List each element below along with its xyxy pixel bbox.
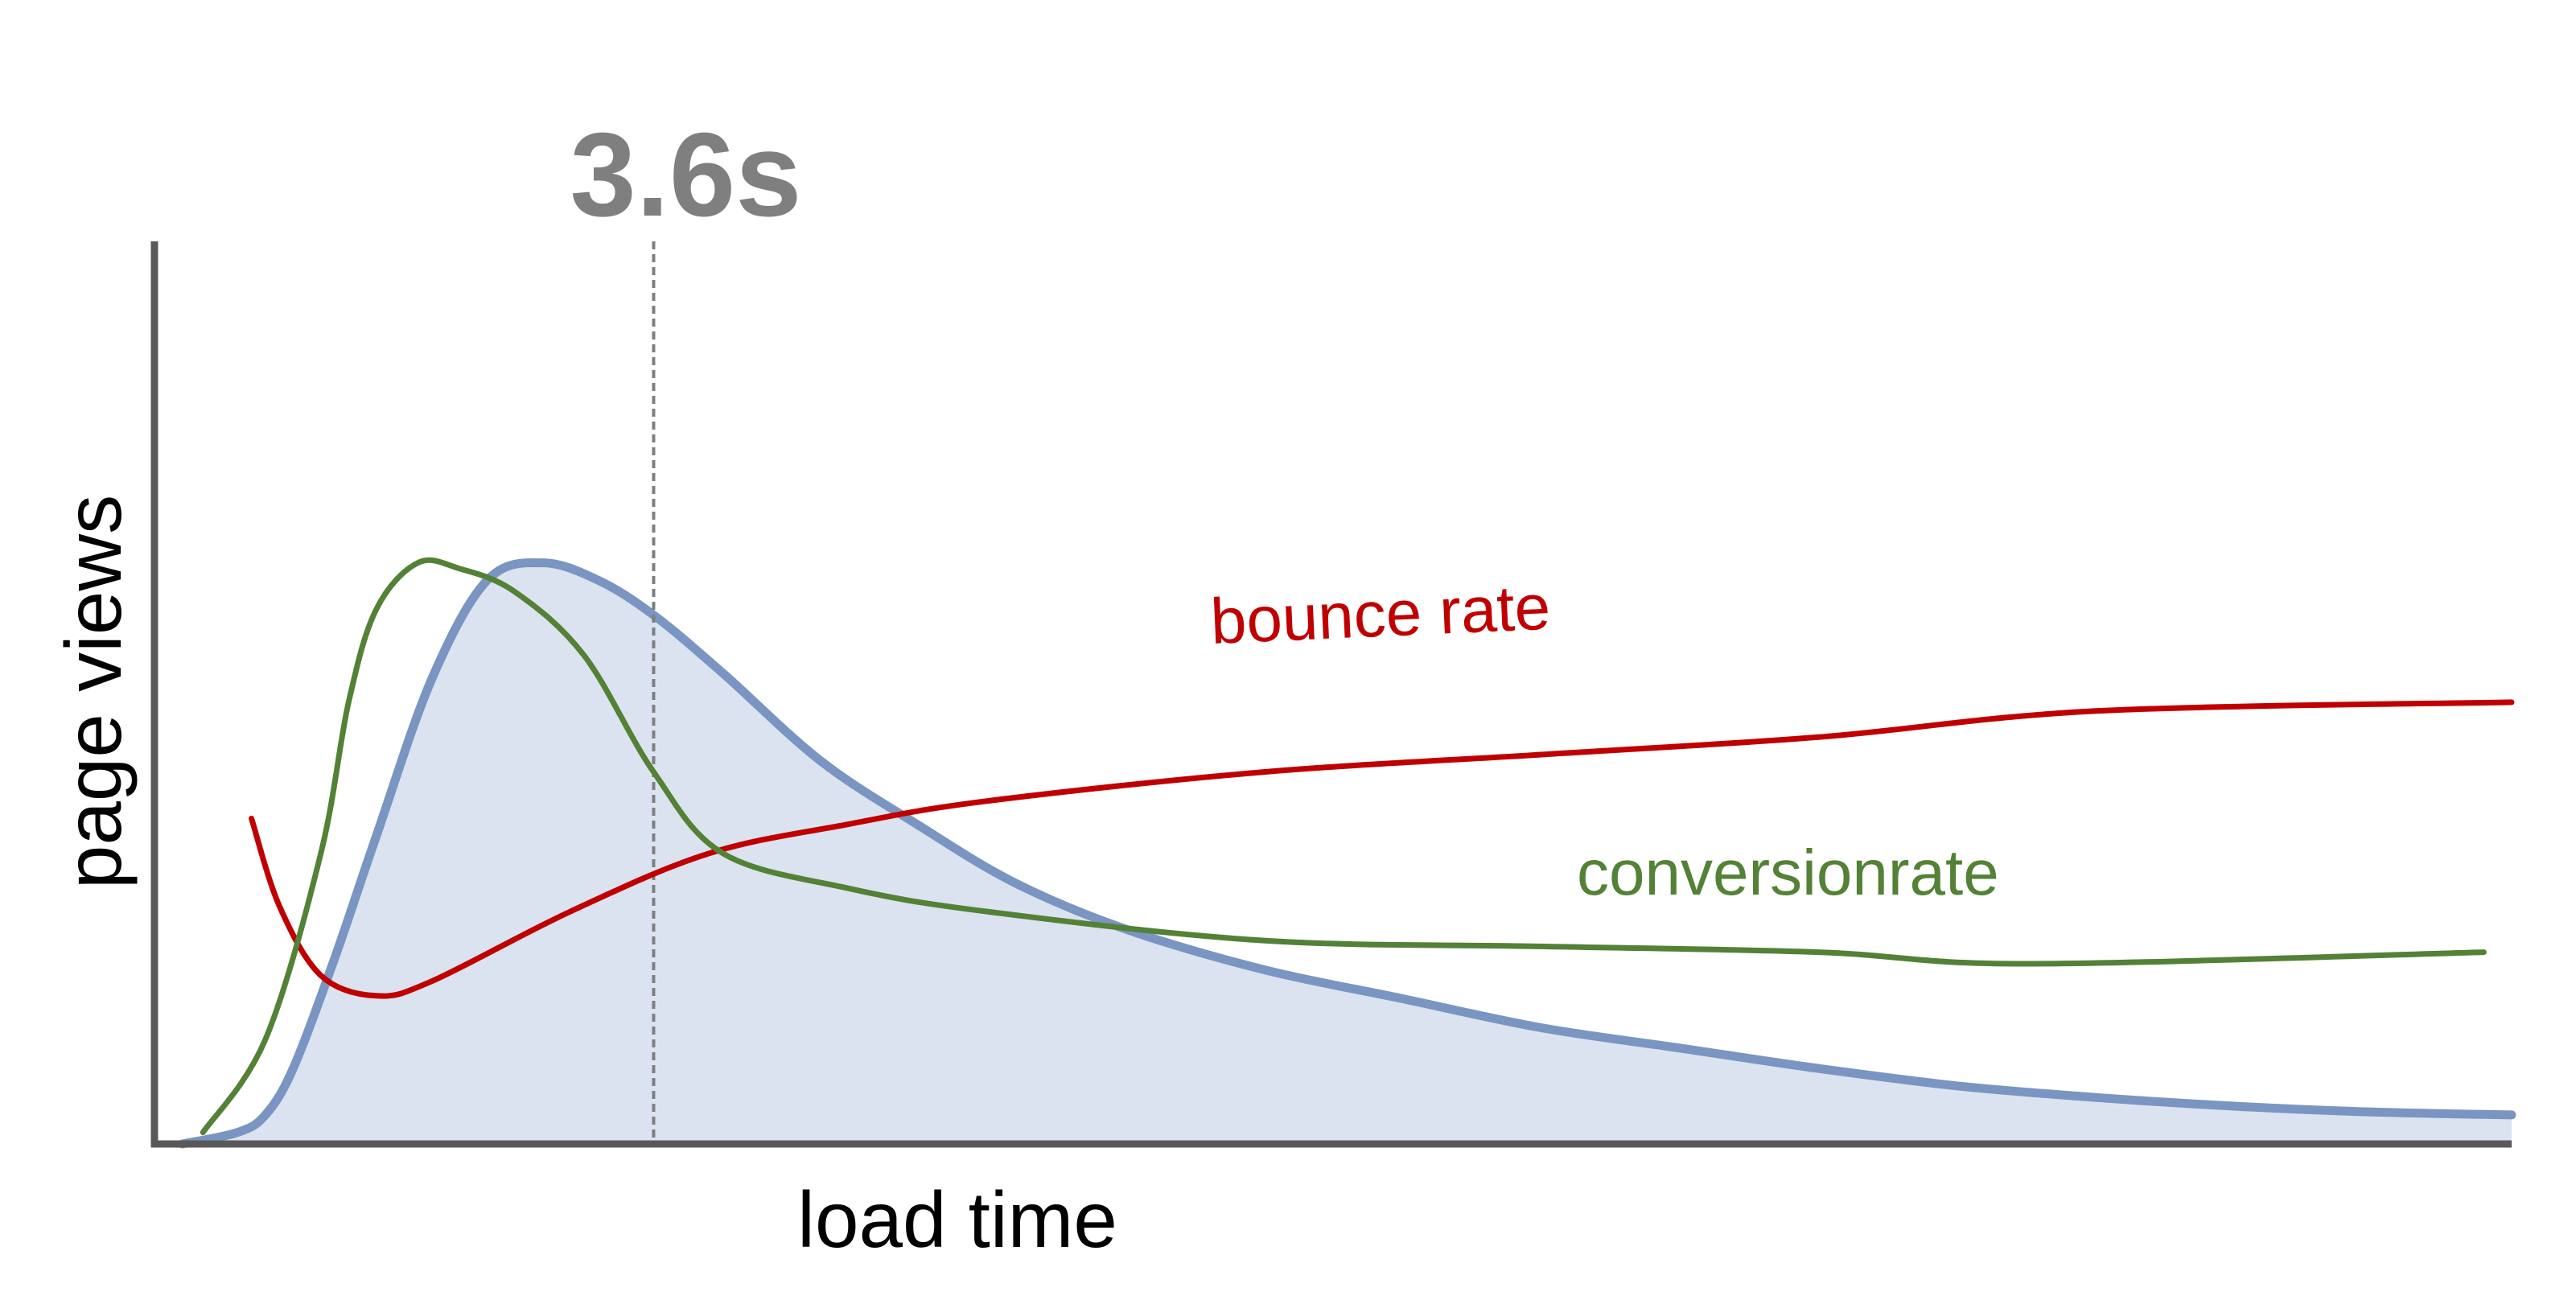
series-label-bounce-rate: bounce rate xyxy=(1209,571,1552,657)
series-label-conversion-rate: conversionrate xyxy=(1577,837,1999,908)
page-views-area-layer xyxy=(178,558,2516,1149)
series-line-page-views-distribution xyxy=(178,558,2516,1149)
series-line-bounce-rate xyxy=(249,699,2515,999)
axes xyxy=(150,241,2512,1148)
y-axis-title: page views xyxy=(49,495,138,889)
marker-label: 3.6s xyxy=(570,109,801,241)
series-line-conversion-rate xyxy=(200,557,2487,1136)
page-views-area-fill xyxy=(182,562,2512,1144)
marker-layer: 3.6s xyxy=(570,109,802,1144)
series-layer xyxy=(200,557,2515,1136)
x-axis-title: load time xyxy=(797,1175,1117,1264)
